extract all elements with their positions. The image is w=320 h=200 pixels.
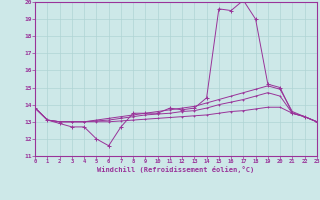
X-axis label: Windchill (Refroidissement éolien,°C): Windchill (Refroidissement éolien,°C)	[97, 166, 255, 173]
